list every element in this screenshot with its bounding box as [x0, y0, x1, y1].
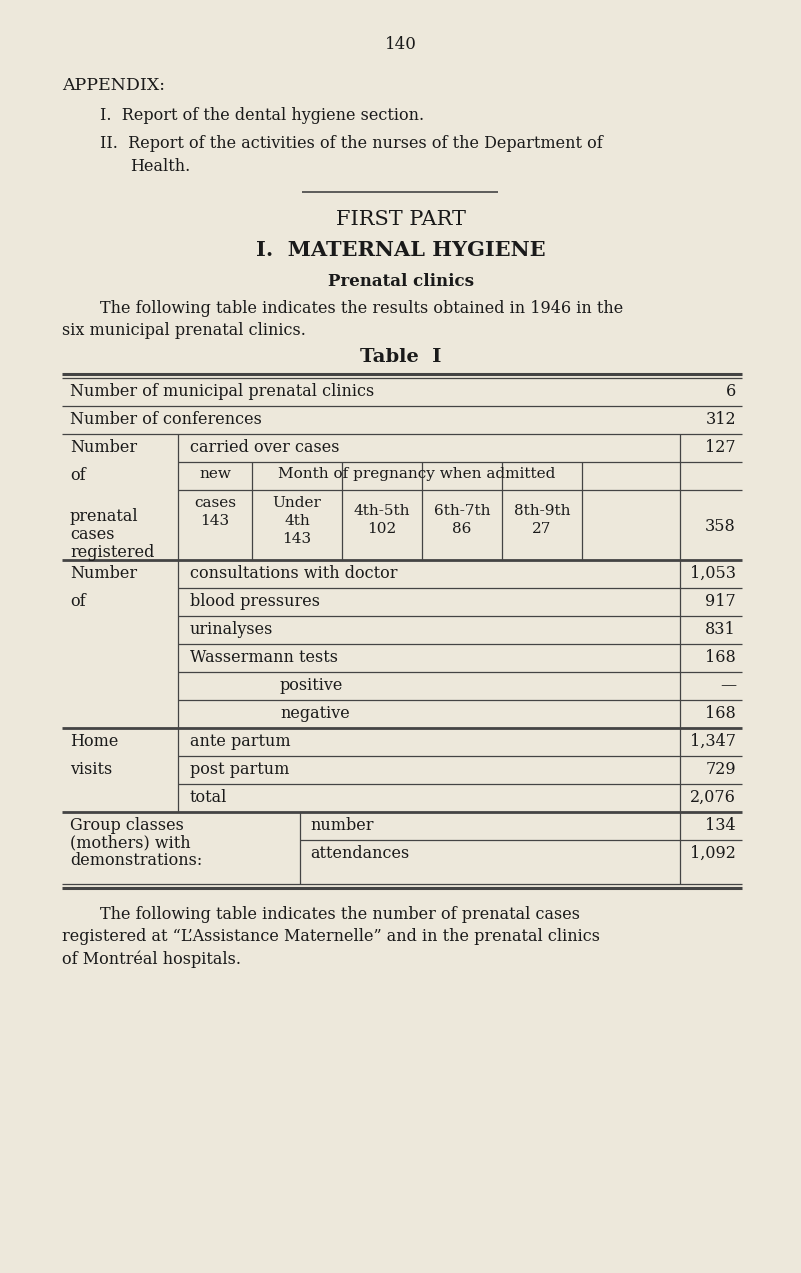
Text: 168: 168	[705, 705, 736, 722]
Text: 127: 127	[706, 439, 736, 456]
Text: carried over cases: carried over cases	[190, 439, 340, 456]
Text: Under: Under	[272, 496, 321, 510]
Text: demonstrations:: demonstrations:	[70, 852, 202, 869]
Text: negative: negative	[280, 705, 350, 722]
Text: 8th-9th: 8th-9th	[513, 504, 570, 518]
Text: 27: 27	[533, 522, 552, 536]
Text: The following table indicates the number of prenatal cases: The following table indicates the number…	[100, 906, 580, 923]
Text: Prenatal clinics: Prenatal clinics	[328, 272, 473, 290]
Text: 168: 168	[705, 649, 736, 666]
Text: Group classes: Group classes	[70, 817, 184, 834]
Text: Number of conferences: Number of conferences	[70, 411, 262, 428]
Text: APPENDIX:: APPENDIX:	[62, 76, 165, 94]
Text: I.  Report of the dental hygiene section.: I. Report of the dental hygiene section.	[100, 107, 424, 123]
Text: 6th-7th: 6th-7th	[434, 504, 490, 518]
Text: of: of	[70, 593, 86, 610]
Text: 312: 312	[706, 411, 736, 428]
Text: cases: cases	[70, 526, 115, 544]
Text: Number of municipal prenatal clinics: Number of municipal prenatal clinics	[70, 383, 374, 400]
Text: consultations with doctor: consultations with doctor	[190, 565, 397, 582]
Text: cases: cases	[194, 496, 236, 510]
Text: Number: Number	[70, 565, 137, 582]
Text: urinalyses: urinalyses	[190, 621, 273, 638]
Text: attendances: attendances	[310, 845, 409, 862]
Text: prenatal: prenatal	[70, 508, 139, 524]
Text: six municipal prenatal clinics.: six municipal prenatal clinics.	[62, 322, 306, 339]
Text: 2,076: 2,076	[690, 789, 736, 806]
Text: 6: 6	[726, 383, 736, 400]
Text: (mothers) with: (mothers) with	[70, 834, 191, 850]
Text: post partum: post partum	[190, 761, 289, 778]
Text: of Montréal hospitals.: of Montréal hospitals.	[62, 950, 241, 967]
Text: Month of pregnancy when admitted: Month of pregnancy when admitted	[278, 467, 556, 481]
Text: 1,092: 1,092	[690, 845, 736, 862]
Text: blood pressures: blood pressures	[190, 593, 320, 610]
Text: registered: registered	[70, 544, 155, 561]
Text: The following table indicates the results obtained in 1946 in the: The following table indicates the result…	[100, 300, 623, 317]
Text: 1,053: 1,053	[690, 565, 736, 582]
Text: 143: 143	[283, 532, 312, 546]
Text: registered at “L’Assistance Maternelle” and in the prenatal clinics: registered at “L’Assistance Maternelle” …	[62, 928, 600, 945]
Text: 134: 134	[706, 817, 736, 834]
Text: —: —	[720, 677, 736, 694]
Text: Table  I: Table I	[360, 348, 441, 367]
Text: 4th: 4th	[284, 514, 310, 528]
Text: 86: 86	[453, 522, 472, 536]
Text: Wassermann tests: Wassermann tests	[190, 649, 338, 666]
Text: total: total	[190, 789, 227, 806]
Text: 358: 358	[705, 518, 736, 535]
Text: 143: 143	[200, 514, 230, 528]
Text: 1,347: 1,347	[690, 733, 736, 750]
Text: Health.: Health.	[130, 158, 191, 174]
Text: 140: 140	[384, 36, 417, 53]
Text: 4th-5th: 4th-5th	[354, 504, 410, 518]
Text: 102: 102	[368, 522, 396, 536]
Text: 917: 917	[705, 593, 736, 610]
Text: ante partum: ante partum	[190, 733, 291, 750]
Text: Number: Number	[70, 439, 137, 456]
Text: II.  Report of the activities of the nurses of the Department of: II. Report of the activities of the nurs…	[100, 135, 602, 151]
Text: 729: 729	[706, 761, 736, 778]
Text: I.  MATERNAL HYGIENE: I. MATERNAL HYGIENE	[256, 241, 545, 260]
Text: 831: 831	[705, 621, 736, 638]
Text: Home: Home	[70, 733, 119, 750]
Text: visits: visits	[70, 761, 112, 778]
Text: number: number	[310, 817, 373, 834]
Text: new: new	[199, 467, 231, 481]
Text: FIRST PART: FIRST PART	[336, 210, 465, 229]
Text: positive: positive	[280, 677, 344, 694]
Text: of: of	[70, 467, 86, 484]
